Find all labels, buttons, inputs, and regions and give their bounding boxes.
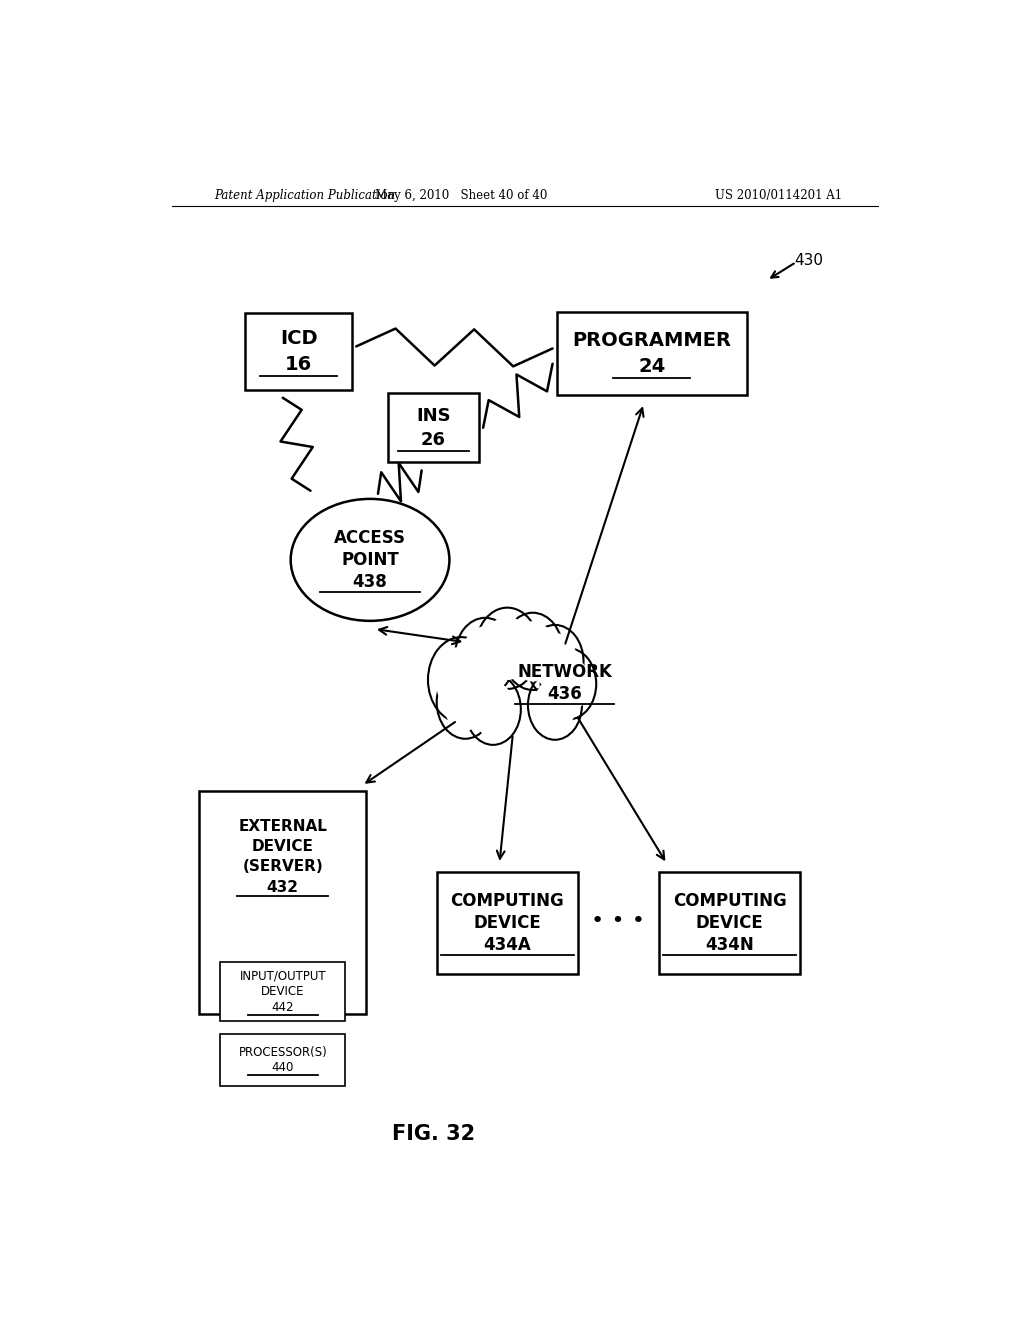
Circle shape (471, 681, 515, 737)
Text: DEVICE: DEVICE (261, 985, 304, 998)
Text: COMPUTING: COMPUTING (673, 891, 786, 909)
Circle shape (526, 624, 584, 698)
Text: NETWORK: NETWORK (517, 663, 612, 681)
Circle shape (462, 626, 509, 686)
Bar (220, 1034, 345, 1086)
Bar (436, 873, 578, 974)
Bar (557, 312, 748, 395)
Circle shape (541, 648, 596, 719)
Bar (388, 393, 479, 462)
Circle shape (435, 647, 487, 713)
Text: 26: 26 (421, 430, 446, 449)
Text: US 2010/0114201 A1: US 2010/0114201 A1 (715, 189, 843, 202)
Circle shape (509, 622, 556, 681)
Text: DEVICE: DEVICE (695, 913, 764, 932)
Text: 24: 24 (638, 356, 666, 376)
Text: 440: 440 (271, 1061, 294, 1074)
Circle shape (436, 665, 494, 739)
Circle shape (503, 612, 563, 690)
Circle shape (547, 656, 590, 711)
Text: Patent Application Publication: Patent Application Publication (214, 189, 395, 202)
Text: COMPUTING: COMPUTING (451, 891, 564, 909)
Text: INS: INS (416, 407, 451, 425)
Text: DEVICE: DEVICE (473, 913, 542, 932)
Text: PROGRAMMER: PROGRAMMER (572, 331, 731, 350)
Text: (SERVER): (SERVER) (243, 859, 324, 874)
Text: ACCESS: ACCESS (334, 529, 407, 546)
Text: INPUT/OUTPUT: INPUT/OUTPUT (240, 970, 326, 982)
Circle shape (534, 678, 577, 733)
Text: May 6, 2010   Sheet 40 of 40: May 6, 2010 Sheet 40 of 40 (375, 189, 548, 202)
Bar (220, 962, 345, 1022)
Text: PROCESSOR(S): PROCESSOR(S) (239, 1045, 327, 1059)
Bar (245, 313, 352, 389)
Text: 432: 432 (266, 879, 299, 895)
Text: • • •: • • • (592, 911, 645, 931)
Circle shape (465, 673, 521, 744)
Text: 434A: 434A (483, 936, 531, 954)
Text: 436: 436 (547, 685, 582, 704)
Text: ICD: ICD (280, 329, 317, 348)
Bar (200, 791, 367, 1014)
Text: FIG. 32: FIG. 32 (392, 1125, 475, 1144)
Ellipse shape (291, 499, 450, 620)
Text: POINT: POINT (341, 550, 399, 569)
Circle shape (443, 673, 487, 731)
Text: DEVICE: DEVICE (252, 840, 313, 854)
Circle shape (532, 634, 578, 690)
Text: 434N: 434N (706, 936, 754, 954)
Text: 430: 430 (795, 252, 823, 268)
Circle shape (482, 616, 532, 680)
Circle shape (528, 671, 582, 739)
Circle shape (475, 607, 539, 689)
Text: 16: 16 (285, 355, 312, 374)
Text: 438: 438 (352, 573, 387, 591)
Text: EXTERNAL: EXTERNAL (239, 818, 328, 834)
Circle shape (455, 618, 515, 696)
Bar (658, 873, 800, 974)
Circle shape (428, 638, 495, 722)
Text: 442: 442 (271, 1001, 294, 1014)
